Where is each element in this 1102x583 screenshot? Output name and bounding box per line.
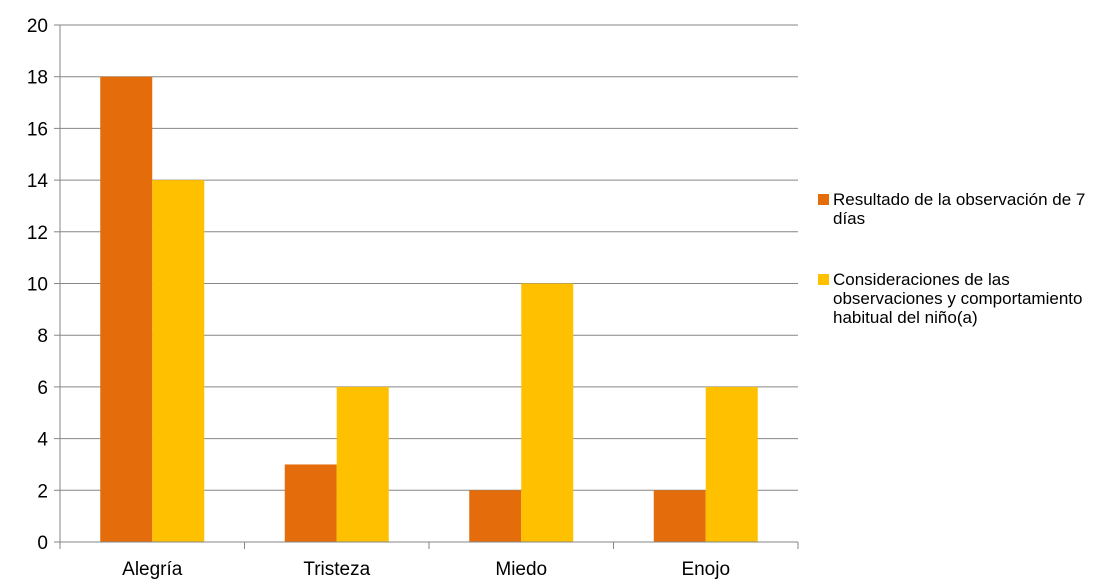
legend-swatch-series-1 (818, 194, 829, 205)
y-tick-label: 4 (37, 430, 48, 451)
y-tick-label: 14 (27, 171, 49, 192)
x-tick-label: Miedo (495, 559, 547, 580)
bar-series-1-Alegría (100, 76, 153, 542)
bar-series-2-Enojo (705, 386, 758, 542)
y-tick-label: 20 (27, 16, 48, 37)
y-tick-labels: 0 2 4 6 8 10 12 14 16 18 20 (27, 16, 49, 554)
y-tick-label: 8 (37, 326, 48, 347)
y-tick-label: 18 (27, 68, 48, 89)
y-tick-label: 2 (37, 481, 48, 502)
bars (100, 76, 758, 542)
x-tick-label: Tristeza (303, 559, 370, 580)
x-tick-label: Alegría (122, 559, 183, 580)
legend-swatch-series-2 (818, 274, 829, 285)
y-tick-label: 12 (27, 223, 48, 244)
legend-item-series-2: Consideraciones de las observaciones y c… (818, 270, 1102, 327)
bar-series-1-Tristeza (284, 464, 337, 542)
bar-series-2-Tristeza (336, 386, 389, 542)
axes (54, 24, 799, 549)
y-tick-label: 16 (27, 119, 48, 140)
legend-label-series-1: Resultado de la observación de 7 días (833, 190, 1086, 228)
y-tick-label: 6 (37, 378, 48, 399)
legend-label-series-2: Consideraciones de las observaciones y c… (833, 270, 1083, 327)
y-tick-label: 10 (27, 275, 48, 296)
x-tick-labels: Alegría Tristeza Miedo Enojo (122, 559, 730, 580)
legend-item-series-1: Resultado de la observación de 7 días (818, 190, 1102, 228)
bar-series-2-Miedo (521, 283, 574, 542)
bar-series-1-Enojo (653, 490, 706, 542)
legend: Resultado de la observación de 7 días Co… (818, 190, 1102, 327)
y-tick-label: 0 (37, 533, 48, 554)
bar-chart: 0 2 4 6 8 10 12 14 16 18 20 Alegría Tristeza Miedo En… (27, 16, 799, 580)
x-tick-label: Enojo (681, 559, 730, 580)
bar-series-1-Miedo (469, 490, 522, 542)
bar-series-2-Alegría (152, 180, 205, 542)
